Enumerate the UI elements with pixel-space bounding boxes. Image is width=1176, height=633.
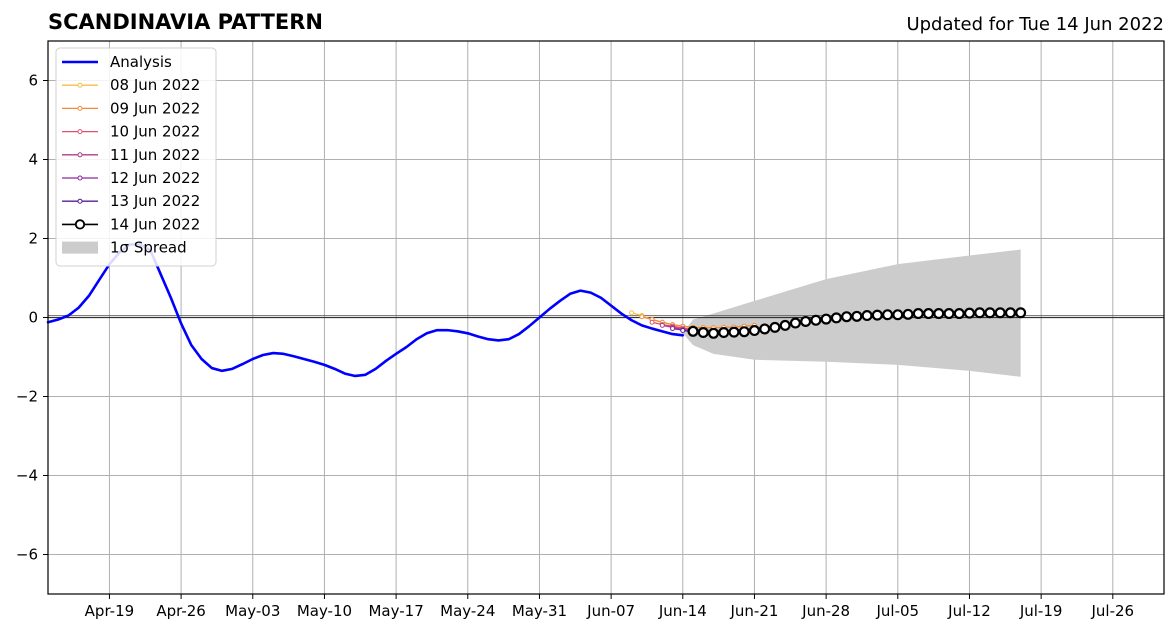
current-forecast-point xyxy=(912,308,924,320)
current-forecast-point xyxy=(974,307,986,319)
legend-label: 09 Jun 2022 xyxy=(110,99,200,117)
x-tick-label: Apr-26 xyxy=(156,602,206,620)
legend-label: 08 Jun 2022 xyxy=(110,76,200,94)
axes-layer: Apr-19 Apr-26 May-03 May-10 May-17 May-24 May-… xyxy=(16,40,1165,620)
legend-marker xyxy=(77,129,83,135)
current-forecast-point xyxy=(718,327,730,339)
legend-label: 1σ Spread xyxy=(110,239,187,257)
current-forecast-point xyxy=(789,317,801,329)
x-tick-label: Jun-07 xyxy=(586,602,635,620)
current-forecast-point xyxy=(994,307,1006,319)
spread-band xyxy=(682,249,1021,377)
current-forecast-point xyxy=(800,315,812,327)
legend-swatch xyxy=(62,241,98,254)
y-tick-label: −6 xyxy=(16,546,38,564)
x-tick-label: Apr-19 xyxy=(85,602,135,620)
legend-label: 13 Jun 2022 xyxy=(110,192,200,210)
x-tick-label: Jul-19 xyxy=(1019,602,1063,620)
current-forecast-point xyxy=(769,321,781,333)
current-forecast-point xyxy=(779,319,791,331)
forecast-point xyxy=(649,319,655,325)
current-forecast-point xyxy=(943,308,955,320)
current-forecast-point xyxy=(1015,307,1027,319)
chart-subtitle: Updated for Tue 14 Jun 2022 xyxy=(906,14,1164,35)
x-tick-label: Jun-21 xyxy=(729,602,778,620)
x-tick-label: Jul-12 xyxy=(947,602,991,620)
legend: Analysis 08 Jun 2022 09 Jun 2022 10 Jun 202… xyxy=(55,47,217,267)
current-forecast-point xyxy=(687,325,699,337)
y-tick-label: −2 xyxy=(16,388,38,406)
current-forecast-point xyxy=(871,309,883,321)
y-tick-label: −4 xyxy=(16,467,38,485)
current-forecast-point xyxy=(820,313,832,325)
legend-marker xyxy=(77,198,83,204)
current-forecast-point xyxy=(759,323,771,335)
legend-label: Analysis xyxy=(110,53,172,71)
current-forecast-point xyxy=(892,309,904,321)
x-tick-label: May-17 xyxy=(368,602,423,620)
current-forecast-point xyxy=(902,308,914,320)
x-tick-label: May-24 xyxy=(440,602,495,620)
current-forecast-point xyxy=(1004,307,1016,319)
legend-marker xyxy=(77,82,83,88)
legend-marker xyxy=(77,152,83,158)
current-forecast-point xyxy=(728,326,740,338)
x-tick-label: Jul-05 xyxy=(875,602,919,620)
current-forecast-point xyxy=(748,325,760,337)
current-forecast-point xyxy=(953,308,965,320)
legend-label: 10 Jun 2022 xyxy=(110,123,200,141)
current-forecast-point xyxy=(882,309,894,321)
x-tick-label: May-10 xyxy=(297,602,352,620)
y-tick-label: 0 xyxy=(28,309,38,327)
current-forecast-point xyxy=(933,308,945,320)
forecast-point xyxy=(629,310,635,316)
forecast-point xyxy=(670,326,676,332)
x-tick-label: Jun-28 xyxy=(801,602,850,620)
forecast-point xyxy=(639,314,645,320)
current-forecast-point xyxy=(861,310,873,322)
chart-title: SCANDINAVIA PATTERN xyxy=(48,10,323,34)
current-forecast-point xyxy=(830,312,842,324)
current-forecast-point xyxy=(697,327,709,339)
plot-frame xyxy=(47,40,1165,595)
legend-marker xyxy=(74,219,86,230)
current-forecast-point xyxy=(841,311,853,323)
y-tick-label: 6 xyxy=(28,72,38,90)
current-forecast-point xyxy=(851,310,863,322)
x-tick-label: Jun-14 xyxy=(658,602,707,620)
x-tick-label: May-03 xyxy=(225,602,280,620)
series-layer xyxy=(46,243,1164,378)
forecast-point xyxy=(659,322,665,328)
current-forecast-point xyxy=(963,307,975,319)
y-tick-label: 2 xyxy=(28,230,38,248)
spread-layer xyxy=(682,249,1021,377)
legend-label: 12 Jun 2022 xyxy=(110,169,200,187)
legend-marker xyxy=(77,175,83,181)
legend-marker xyxy=(77,105,83,111)
forecast-point xyxy=(680,328,686,334)
legend-label: 11 Jun 2022 xyxy=(110,146,200,164)
legend-box xyxy=(55,47,217,267)
current-forecast-point xyxy=(738,326,750,338)
current-forecast-point xyxy=(708,327,720,339)
x-tick-label: Jul-26 xyxy=(1091,602,1135,620)
current-forecast-point xyxy=(810,314,822,326)
current-forecast-point xyxy=(984,307,996,319)
y-tick-label: 4 xyxy=(28,151,38,169)
current-forecast-point xyxy=(923,308,935,320)
legend-label: 14 Jun 2022 xyxy=(110,215,200,233)
x-tick-label: May-31 xyxy=(512,602,567,620)
